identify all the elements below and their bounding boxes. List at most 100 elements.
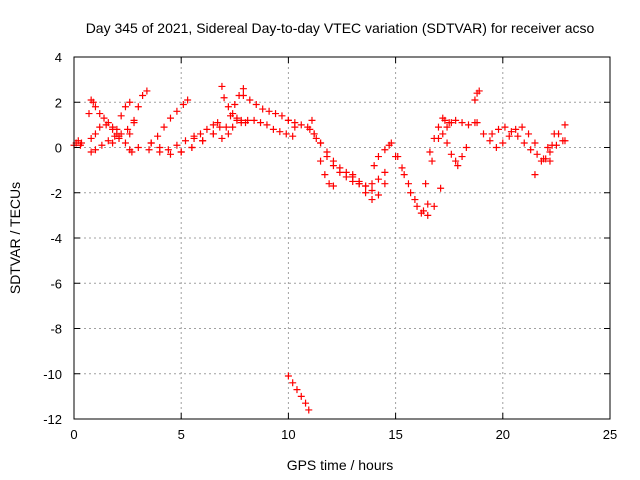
data-point [492, 144, 500, 151]
data-point [552, 141, 560, 149]
data-point [284, 116, 292, 124]
data-point [544, 144, 552, 151]
data-point [166, 114, 174, 122]
data-point [257, 119, 265, 127]
series-arc-15 [237, 116, 297, 140]
data-point [505, 132, 513, 140]
data-point [297, 121, 305, 129]
x-tick-label: 5 [178, 427, 185, 442]
data-point [126, 146, 134, 154]
data-point [439, 114, 447, 122]
series-arc-30 [471, 87, 483, 104]
data-point [87, 148, 95, 156]
data-point [447, 150, 455, 158]
data-point [269, 125, 277, 133]
data-point [231, 101, 239, 109]
data-point [302, 399, 310, 407]
data-point [91, 146, 99, 154]
x-tick-label: 10 [281, 427, 295, 442]
data-point [244, 116, 252, 124]
data-point [542, 155, 550, 163]
data-point [329, 162, 337, 170]
data-point [531, 139, 539, 147]
data-point [531, 171, 539, 179]
data-point [130, 116, 138, 124]
data-point [218, 82, 226, 90]
data-point [143, 87, 151, 95]
data-point [124, 125, 132, 133]
data-point [561, 121, 569, 129]
data-point [115, 132, 123, 140]
y-tick-label: -6 [50, 276, 62, 291]
data-point [199, 137, 207, 145]
data-point [89, 98, 97, 106]
data-point [139, 91, 147, 99]
series-arc-21 [349, 171, 389, 204]
data-point [188, 144, 196, 151]
series-arc-23 [387, 139, 432, 215]
series-arc-3 [87, 119, 138, 156]
data-point [113, 125, 121, 133]
data-point [310, 130, 318, 138]
data-point [214, 119, 222, 127]
data-point [317, 139, 325, 147]
data-point [555, 130, 563, 138]
data-point [480, 130, 488, 138]
data-point [96, 123, 104, 131]
series-arc-18 [308, 116, 337, 190]
data-point [222, 123, 230, 131]
data-point [533, 150, 541, 158]
data-point [422, 180, 430, 188]
data-point [173, 141, 181, 149]
data-point [426, 148, 434, 156]
data-point [224, 130, 232, 138]
x-tick-label: 15 [388, 427, 402, 442]
data-point [407, 189, 415, 197]
data-point [154, 132, 162, 140]
series-arc-27 [439, 130, 460, 165]
y-tick-label: -8 [50, 322, 62, 337]
data-point [325, 180, 333, 188]
data-point [308, 116, 316, 124]
data-point [392, 153, 400, 161]
series-arc-9 [177, 123, 224, 156]
data-point [355, 180, 363, 188]
data-point [126, 98, 134, 106]
data-point [349, 171, 357, 179]
series-arc-11 [218, 85, 247, 142]
data-point [434, 123, 442, 131]
data-point [507, 128, 515, 136]
data-point [218, 134, 226, 142]
data-point [173, 107, 181, 115]
data-point [437, 184, 445, 192]
series-arc-10 [190, 119, 222, 142]
data-point [458, 153, 466, 161]
data-point [514, 132, 522, 140]
data-point [404, 180, 412, 188]
data-point [520, 139, 528, 147]
data-point [166, 150, 174, 158]
data-point [259, 105, 267, 113]
data-point [177, 148, 185, 156]
data-point [374, 191, 382, 199]
data-point [368, 186, 376, 194]
data-point [179, 101, 187, 109]
data-point [134, 144, 142, 151]
data-point [368, 180, 376, 188]
y-tick-label: -2 [50, 186, 62, 201]
data-point [289, 379, 297, 387]
data-point [452, 116, 460, 124]
data-point [488, 130, 496, 138]
data-point [501, 123, 509, 131]
data-point [368, 196, 376, 204]
data-point [462, 144, 470, 151]
data-point [546, 148, 554, 156]
grid [74, 57, 610, 419]
data-point [224, 103, 232, 111]
series-arc-24 [392, 153, 445, 219]
data-point [525, 130, 533, 138]
data-point [276, 128, 284, 136]
data-point [417, 209, 425, 217]
data-point [252, 101, 260, 109]
